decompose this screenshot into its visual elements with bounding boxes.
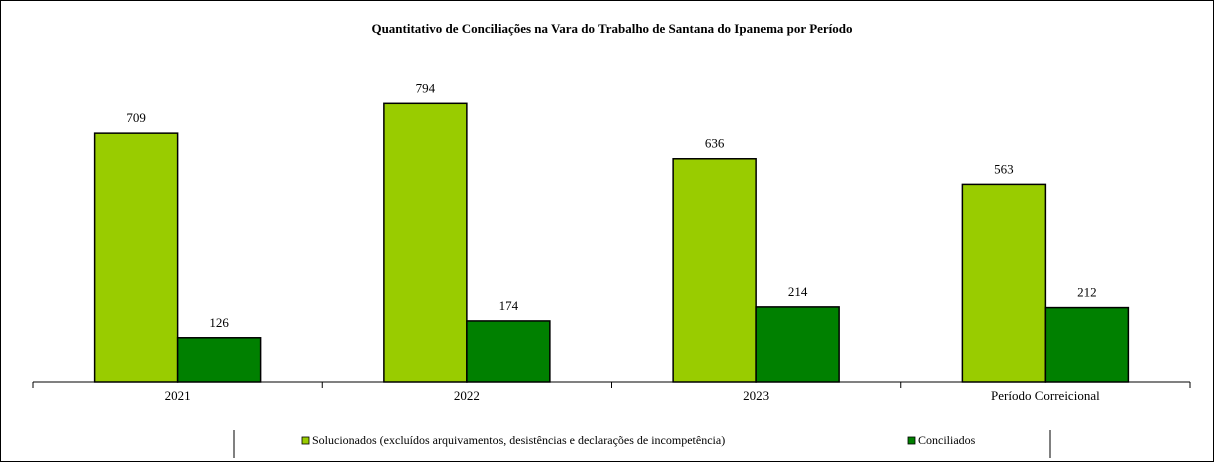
- legend-label: Conciliados: [918, 433, 976, 447]
- bar: [672, 158, 757, 383]
- data-label: 794: [416, 80, 436, 95]
- chart-title: Quantitativo de Conciliações na Vara do …: [371, 21, 852, 36]
- bar: [383, 102, 468, 383]
- data-label: 563: [994, 161, 1014, 176]
- x-tick-label: 2021: [165, 388, 191, 403]
- x-tick-label: 2022: [454, 388, 480, 403]
- x-tick-label: Período Correicional: [991, 388, 1100, 403]
- data-label: 709: [126, 110, 146, 125]
- bar: [466, 320, 551, 383]
- data-label: 214: [788, 284, 808, 299]
- data-label: 126: [209, 315, 229, 330]
- bar: [176, 337, 262, 383]
- bar: [755, 306, 840, 383]
- data-label: 174: [499, 298, 519, 313]
- legend-swatch: [907, 436, 916, 445]
- x-tick-label: 2023: [743, 388, 769, 403]
- bar: [1044, 306, 1130, 383]
- data-label: 212: [1077, 285, 1097, 300]
- legend-label: Solucionados (excluídos arquivamentos, d…: [312, 433, 725, 447]
- legend-swatch: [301, 436, 310, 445]
- bar: [93, 132, 179, 383]
- bar: [961, 183, 1047, 383]
- data-label: 636: [705, 136, 725, 151]
